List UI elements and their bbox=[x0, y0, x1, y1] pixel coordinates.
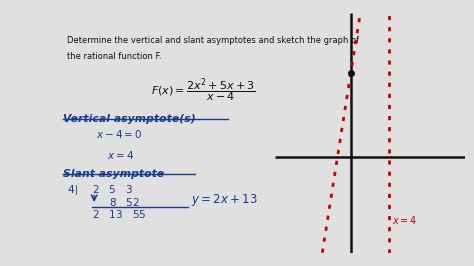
Text: $F(x) = \dfrac{2x^2 + 5x + 3}{x - 4}$: $F(x) = \dfrac{2x^2 + 5x + 3}{x - 4}$ bbox=[151, 77, 256, 105]
Text: $8\quad 52$: $8\quad 52$ bbox=[109, 196, 140, 208]
Text: Determine the vertical and slant asymptotes and sketch the graph of: Determine the vertical and slant asympto… bbox=[66, 36, 359, 45]
Text: $4\!\mid$: $4\!\mid$ bbox=[66, 184, 79, 197]
Text: $2\quad 5\quad 3$: $2\quad 5\quad 3$ bbox=[92, 184, 134, 196]
Text: Slant asymptote: Slant asymptote bbox=[63, 169, 164, 179]
Text: $2\quad 13\quad 55$: $2\quad 13\quad 55$ bbox=[92, 208, 146, 220]
Text: the rational function F.: the rational function F. bbox=[66, 52, 161, 61]
Text: $x = 4$: $x = 4$ bbox=[107, 149, 134, 161]
Text: $y = 2x + 13$: $y = 2x + 13$ bbox=[191, 192, 258, 208]
Text: $x=4$: $x=4$ bbox=[392, 214, 417, 226]
Text: Vertical asymptote(s): Vertical asymptote(s) bbox=[63, 114, 196, 124]
Text: $x - 4 = 0$: $x - 4 = 0$ bbox=[96, 128, 142, 140]
